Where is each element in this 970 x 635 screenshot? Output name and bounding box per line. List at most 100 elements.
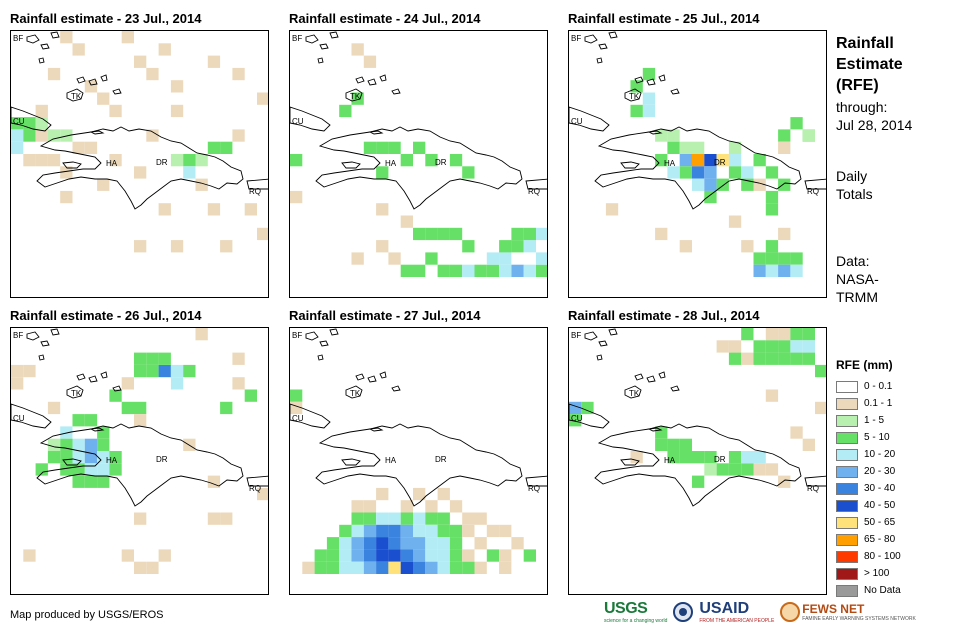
legend-swatch: [836, 533, 858, 546]
rainfall-cell: [499, 240, 512, 253]
rainfall-cell: [753, 264, 766, 277]
rainfall-cell: [741, 166, 754, 179]
rainfall-cell: [449, 537, 463, 550]
country-label: TK: [629, 389, 640, 398]
rainfall-cell: [778, 141, 791, 154]
data-source-line-1: Data:: [836, 253, 870, 269]
rainfall-cell: [376, 203, 389, 216]
rainfall-cell: [84, 475, 98, 488]
coastline: [88, 375, 98, 383]
rainfall-cell: [97, 475, 110, 488]
rainfall-cell: [134, 401, 147, 415]
country-label: BF: [571, 331, 581, 340]
legend-item: No Data: [836, 582, 901, 599]
rainfall-cell: [97, 92, 110, 105]
rainfall-cell: [23, 549, 36, 562]
rainfall-cell: [499, 561, 512, 574]
rainfall-cell: [351, 252, 364, 265]
coastline: [594, 126, 802, 210]
rainfall-cell: [728, 215, 742, 228]
rainfall-cell: [121, 401, 134, 415]
rainfall-cell: [765, 328, 779, 341]
legend-item: 65 - 80: [836, 531, 901, 548]
rainfall-cell: [60, 166, 73, 179]
rainfall-cell: [778, 352, 791, 365]
coastline: [368, 130, 384, 135]
rainfall-cell: [388, 524, 401, 538]
rainfall-cell: [815, 364, 826, 378]
legend-label: 80 - 100: [864, 551, 901, 562]
rainfall-cell: [60, 463, 73, 476]
legend-items: 0 - 0.1 0.1 - 1 1 - 5 5 - 10 10 - 20 20 - 30 3…: [836, 378, 901, 599]
rainfall-cell: [376, 512, 389, 525]
rainfall-cell: [134, 561, 147, 574]
rainfall-cell: [753, 463, 766, 476]
coastline: [62, 161, 82, 169]
legend-title: RFE (mm): [836, 358, 893, 372]
coastline: [290, 403, 331, 429]
coastline: [624, 385, 642, 399]
legend-swatch: [836, 516, 858, 529]
rainfall-cell: [728, 141, 742, 154]
rainfall-cell: [765, 166, 779, 179]
rainfall-cell: [655, 438, 668, 451]
rainfall-cell: [655, 227, 668, 241]
rainfall-cell: [523, 549, 536, 562]
rainfall-map-2: BF CU TK HA DR RQ: [289, 30, 548, 298]
rainfall-cell: [413, 227, 426, 241]
rainfall-cell: [716, 463, 729, 476]
rainfall-cell: [257, 487, 268, 501]
coastline: [36, 126, 244, 210]
rainfall-cell: [692, 166, 705, 179]
rainfall-cell: [35, 104, 48, 118]
rainfall-cell: [220, 512, 233, 525]
rainfall-cell: [413, 141, 426, 154]
rainfall-cell: [716, 340, 729, 353]
rainfall-cell: [474, 561, 487, 574]
rainfall-cell: [121, 549, 134, 562]
country-label: CU: [292, 117, 304, 126]
rainfall-cell: [339, 561, 352, 574]
rainfall-cell: [400, 154, 413, 167]
rainfall-cell: [121, 31, 134, 44]
rainfall-cell: [802, 352, 815, 365]
rainfall-cell: [474, 264, 487, 277]
country-label: TK: [71, 389, 82, 398]
rainfall-cell: [679, 240, 692, 253]
rainfall-cell: [474, 512, 487, 525]
rainfall-cell: [536, 252, 547, 265]
panel-title-5: Rainfall estimate - 27 Jul., 2014: [289, 308, 481, 323]
side-title-line-3: (RFE): [836, 77, 879, 94]
rainfall-cell: [11, 364, 24, 378]
rainfall-cell: [536, 264, 547, 277]
rainfall-cell: [60, 426, 73, 439]
panel-title-6: Rainfall estimate - 28 Jul., 2014: [568, 308, 760, 323]
coastline: [345, 385, 363, 399]
rainfall-cell: [728, 463, 742, 476]
coastline: [50, 31, 60, 39]
rainfall-cell: [195, 178, 208, 191]
rainfall-cell: [109, 104, 122, 118]
coastline: [66, 385, 84, 399]
rainfall-cell: [158, 43, 171, 56]
rainfall-cell: [146, 129, 159, 142]
country-label: BF: [571, 34, 581, 43]
rainfall-cell: [326, 537, 340, 550]
usaid-logo-tagline: FROM THE AMERICAN PEOPLE: [699, 618, 775, 624]
rainfall-cell: [778, 129, 791, 142]
rainfall-cell: [72, 451, 85, 464]
country-label: HA: [385, 159, 397, 168]
rainfall-cell: [339, 549, 352, 562]
legend-label: 50 - 65: [864, 517, 896, 528]
rainfall-cell: [47, 451, 61, 464]
legend-label: 65 - 80: [864, 534, 896, 545]
coastline: [367, 78, 377, 86]
coastline: [596, 57, 603, 64]
coastline: [598, 340, 608, 347]
usaid-logo: USAID FROM THE AMERICAN PEOPLE: [699, 600, 774, 624]
coastline: [525, 475, 547, 487]
country-label: BF: [292, 34, 302, 43]
rainfall-cell: [692, 141, 705, 154]
rainfall-cell: [351, 512, 364, 525]
coastline: [317, 57, 324, 64]
